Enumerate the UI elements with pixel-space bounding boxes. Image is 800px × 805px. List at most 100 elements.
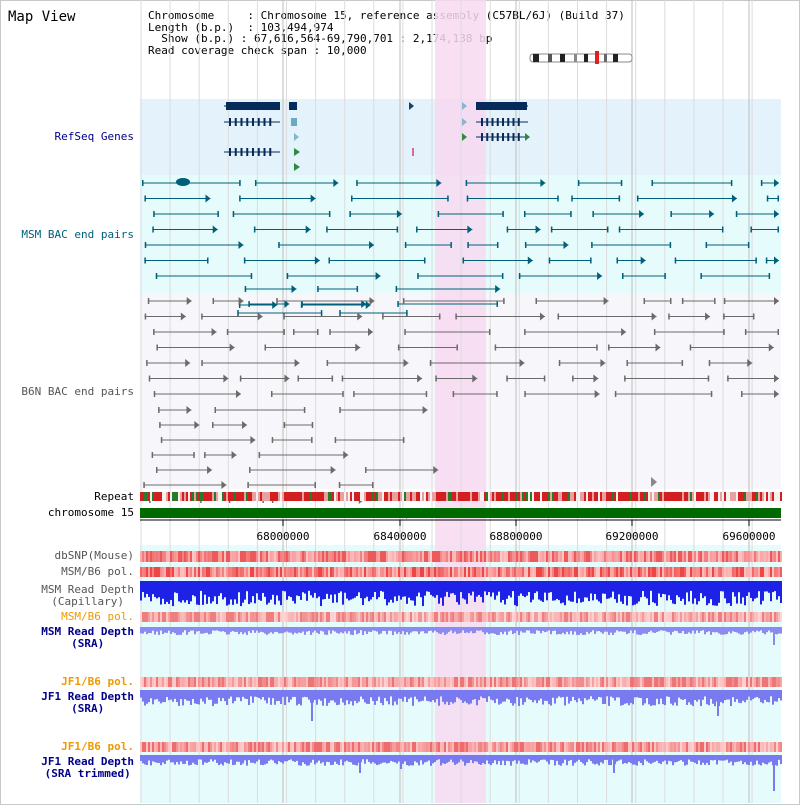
- polymorphism-cell: [708, 567, 710, 577]
- polymorphism-cell: [488, 742, 490, 752]
- repeat-segment: [498, 492, 500, 501]
- repeat-segment: [270, 492, 272, 501]
- polymorphism-cell: [514, 742, 516, 752]
- read-depth-bar: [326, 690, 328, 706]
- repeat-segment: [414, 492, 416, 501]
- polymorphism-cell: [154, 742, 156, 752]
- polymorphism-cell: [646, 567, 648, 577]
- read-depth-bar: [660, 690, 662, 699]
- polymorphism-cell: [454, 551, 456, 562]
- track-label-refseq[interactable]: RefSeq Genes: [54, 130, 134, 143]
- polymorphism-cell: [434, 742, 436, 752]
- polymorphism-cell: [488, 567, 490, 577]
- bac-end: [558, 360, 561, 366]
- track-label-jf1-depth[interactable]: JF1 Read Depth (SRA): [41, 691, 134, 715]
- read-depth-bar: [642, 627, 644, 634]
- repeat-segment: [262, 492, 264, 501]
- polymorphism-cell: [362, 742, 364, 752]
- track-label-b6n-bac[interactable]: B6N BAC end pairs: [21, 385, 134, 398]
- gene-exon: [269, 118, 272, 126]
- polymorphism-cell: [654, 567, 656, 577]
- gene-exon: [496, 133, 499, 141]
- polymorphism-cell: [218, 742, 220, 752]
- track-label-dbsnp[interactable]: dbSNP(Mouse): [54, 549, 134, 562]
- polymorphism-cell: [560, 742, 562, 752]
- read-depth-bar: [424, 627, 426, 634]
- polymorphism-cell: [714, 612, 716, 622]
- read-depth-bar: [184, 581, 186, 603]
- repeat-segment: [322, 492, 324, 501]
- repeat-segment: [378, 492, 380, 501]
- track-label-repeat[interactable]: Repeat: [94, 490, 134, 503]
- read-depth-bar: [188, 627, 190, 633]
- track-label-msm-depth-cap[interactable]: MSM Read Depth (Capillary): [41, 584, 134, 608]
- polymorphism-cell: [632, 742, 634, 752]
- track-label-jf1-depth-trimmed[interactable]: JF1 Read Depth (SRA trimmed): [41, 756, 134, 780]
- polymorphism-cell: [712, 742, 714, 752]
- polymorphism-cell: [728, 551, 730, 562]
- polymorphism-cell: [270, 567, 272, 577]
- repeat-segment: [648, 492, 650, 501]
- polymorphism-cell: [542, 742, 544, 752]
- polymorphism-cell: [180, 677, 182, 687]
- polymorphism-cell: [140, 567, 142, 577]
- repeat-segment: [774, 492, 776, 501]
- repeat-segment: [170, 492, 172, 501]
- polymorphism-cell: [172, 567, 174, 577]
- polymorphism-cell: [266, 567, 268, 577]
- polymorphism-cell: [700, 567, 702, 577]
- polymorphism-cell: [166, 742, 168, 752]
- bac-end: [153, 391, 156, 397]
- polymorphism-cell: [254, 677, 256, 687]
- polymorphism-cell: [504, 551, 506, 562]
- polymorphism-cell: [546, 567, 548, 577]
- polymorphism-cell: [776, 612, 778, 622]
- polymorphism-cell: [230, 742, 232, 752]
- read-depth-bar: [384, 755, 386, 763]
- polymorphism-cell: [288, 677, 290, 687]
- polymorphism-cell: [244, 551, 246, 562]
- bac-end: [278, 242, 280, 248]
- polymorphism-cell: [432, 567, 434, 577]
- track-label-jf1-pol-1[interactable]: JF1/B6 pol.: [61, 675, 134, 688]
- polymorphism-cell: [526, 567, 528, 577]
- read-depth-bar: [266, 581, 268, 605]
- polymorphism-cell: [642, 551, 644, 562]
- read-depth-bar: [362, 690, 364, 700]
- polymorphism-cell: [152, 551, 154, 562]
- read-depth-bar: [346, 690, 348, 701]
- track-label-msm-bac[interactable]: MSM BAC end pairs: [21, 228, 134, 241]
- repeat-segment: [618, 492, 620, 501]
- read-depth-bar: [466, 627, 468, 633]
- track-label-msm-depth-sra[interactable]: MSM Read Depth (SRA): [41, 626, 134, 650]
- read-depth-bar: [266, 627, 268, 635]
- repeat-segment: [360, 492, 362, 501]
- read-depth-bar: [358, 627, 360, 634]
- polymorphism-cell: [498, 742, 500, 752]
- polymorphism-cell: [190, 677, 192, 687]
- repeat-segment: [482, 492, 484, 501]
- read-depth-bar: [530, 755, 532, 763]
- polymorphism-cell: [770, 567, 772, 577]
- track-label-chromosome[interactable]: chromosome 15: [47, 506, 134, 519]
- track-label-msm-pol-1[interactable]: MSM/B6 pol.: [61, 565, 134, 578]
- track-label-jf1-pol-2[interactable]: JF1/B6 pol.: [61, 740, 134, 753]
- read-depth-bar: [430, 581, 432, 595]
- repeat-segment: [402, 492, 404, 501]
- polymorphism-cell: [778, 551, 780, 562]
- gene-arrow: [525, 133, 530, 141]
- read-depth-bar: [574, 690, 576, 701]
- polymorphism-cell: [228, 742, 230, 752]
- polymorphism-cell: [316, 742, 318, 752]
- bac-end: [450, 242, 452, 248]
- gene-exon: [507, 118, 510, 126]
- polymorphism-cell: [300, 551, 302, 562]
- track-label-msm-pol-2[interactable]: MSM/B6 pol.: [61, 610, 134, 623]
- polymorphism-cell: [290, 612, 292, 622]
- polymorphism-cell: [406, 567, 408, 577]
- read-depth-bar: [570, 755, 572, 760]
- read-depth-bar: [264, 755, 266, 765]
- polymorphism-cell: [224, 612, 226, 622]
- polymorphism-cell: [414, 742, 416, 752]
